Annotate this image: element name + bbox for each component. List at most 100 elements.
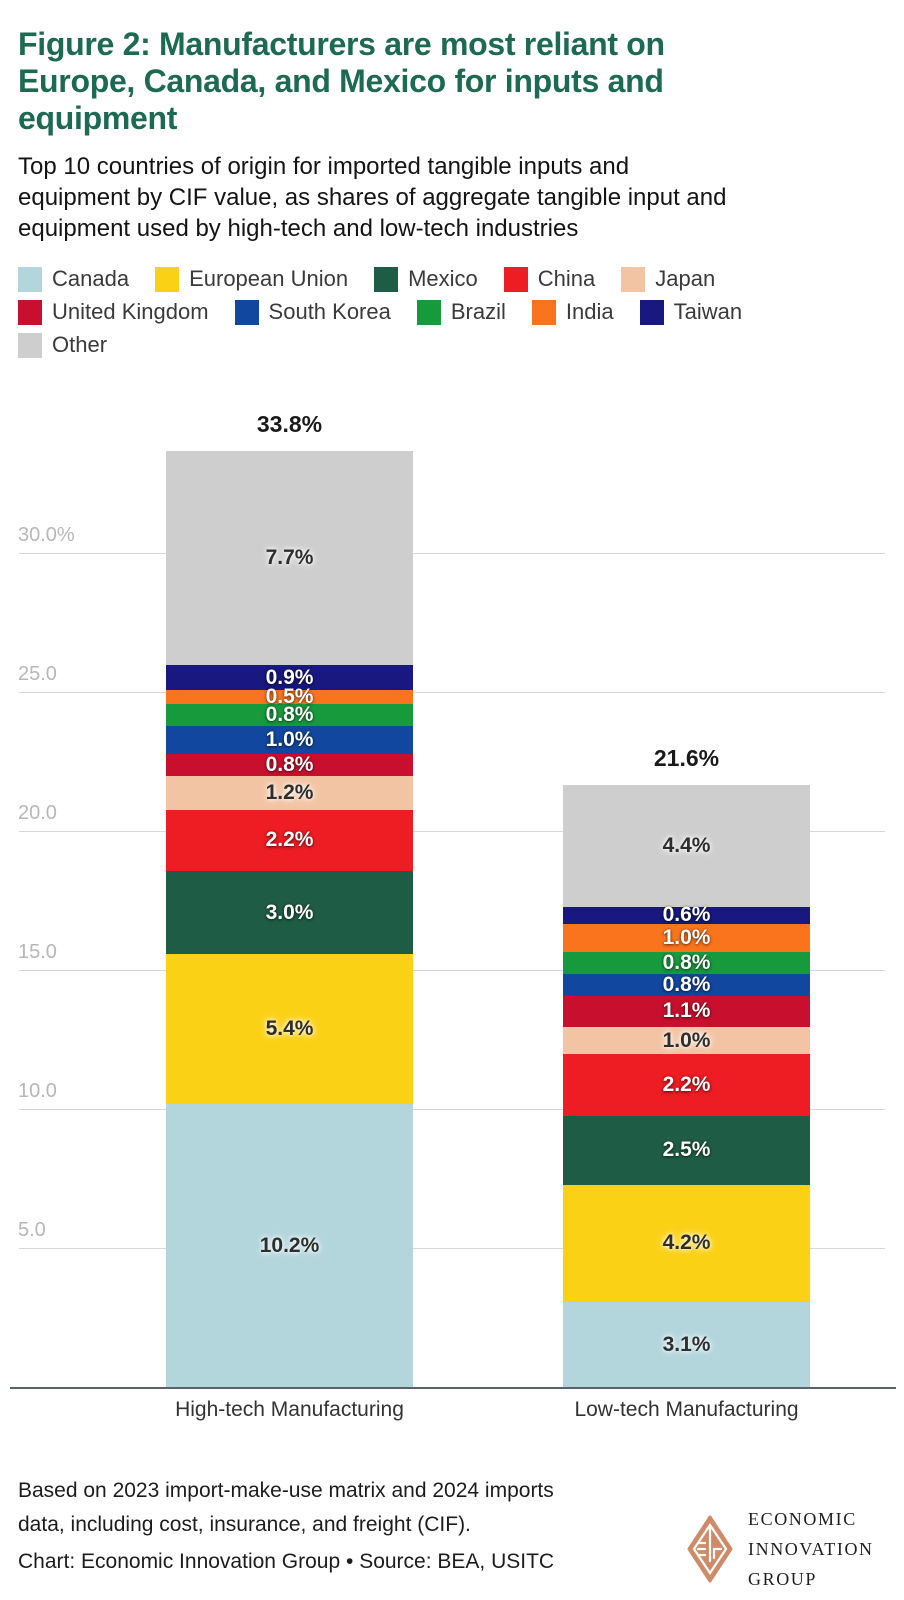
source-note-line: data, including cost, insurance, and fre… bbox=[18, 1513, 471, 1536]
bar-segment: 0.8% bbox=[166, 753, 413, 777]
legend-swatch bbox=[18, 299, 42, 325]
eig-logo-text-line: INNOVATION bbox=[748, 1539, 874, 1559]
legend-item: Canada bbox=[18, 266, 129, 292]
bar-segment: 5.4% bbox=[166, 954, 413, 1105]
bar-segment-value: 1.0% bbox=[662, 1028, 711, 1052]
legend-swatch bbox=[234, 299, 259, 325]
bar-segment-value: 0.8% bbox=[265, 703, 314, 727]
bar-segment-value: 0.8% bbox=[265, 753, 314, 777]
bar-segment-value: 1.0% bbox=[662, 925, 711, 949]
legend-label: India bbox=[565, 299, 614, 324]
legend-label: South Korea bbox=[268, 299, 391, 324]
bar-segment-value: 0.9% bbox=[265, 665, 314, 689]
y-axis-tick-label: 5.0 bbox=[18, 1219, 46, 1241]
legend-swatch bbox=[621, 266, 646, 292]
source-note: Based on 2023 import-make-use matrix and… bbox=[18, 1474, 554, 1542]
bar-segment: 1.0% bbox=[563, 1026, 810, 1055]
bar-segment: 0.8% bbox=[563, 972, 810, 997]
bar-segment-value: 4.4% bbox=[662, 833, 711, 857]
stacked-bar: 3.1% 4.2% 2.5% 2.2% 1.0% 1.1% 0.8% 0.8% 1.0% 0.6%… bbox=[563, 784, 810, 1388]
legend-row: Canada European Union Mexico China Japan bbox=[18, 266, 742, 292]
legend-label: United Kingdom bbox=[52, 299, 209, 324]
figure-subtitle-line: Top 10 countries of origin for imported … bbox=[18, 153, 630, 180]
y-axis-tick-label: 15.0 bbox=[18, 941, 57, 963]
y-axis-tick-label: 20.0 bbox=[18, 802, 57, 824]
gridline bbox=[19, 553, 885, 554]
legend-swatch bbox=[18, 266, 42, 292]
bar-segment-value: 3.0% bbox=[265, 900, 314, 924]
legend-swatch bbox=[374, 266, 399, 292]
bar-segment: 1.0% bbox=[563, 923, 810, 952]
legend-label: Taiwan bbox=[673, 299, 743, 324]
bar-segment: 0.5% bbox=[166, 685, 413, 708]
gridline bbox=[19, 1109, 885, 1110]
bar-segment-value: 7.7% bbox=[265, 546, 314, 570]
legend-label: Brazil bbox=[450, 299, 506, 324]
legend-swatch bbox=[155, 266, 180, 292]
gridline bbox=[19, 692, 885, 693]
stacked-bar: 10.2% 5.4% 3.0% 2.2% 1.2% 0.8% 1.0% 0.8% 0.5% 0.9… bbox=[166, 451, 413, 1388]
bar-segment: 1.2% bbox=[166, 776, 413, 810]
legend-item: Other bbox=[18, 332, 107, 358]
figure-title-line: equipment bbox=[18, 100, 178, 136]
bar-segment-value: 2.5% bbox=[662, 1138, 711, 1162]
gridline bbox=[19, 970, 885, 971]
gridline bbox=[19, 831, 885, 832]
legend-label: Japan bbox=[655, 266, 716, 291]
bar-segment: 10.2% bbox=[166, 1104, 413, 1388]
legend-label: Canada bbox=[52, 266, 130, 291]
figure-title-line: Europe, Canada, and Mexico for inputs an… bbox=[18, 63, 664, 99]
eig-logo-text-line: ECONOMIC bbox=[748, 1509, 857, 1529]
bar-segment-value: 5.4% bbox=[265, 1017, 314, 1041]
legend-item: European Union bbox=[155, 266, 348, 292]
legend-swatch bbox=[531, 299, 556, 325]
legend-swatch bbox=[416, 299, 441, 325]
bar-segment-value: 0.8% bbox=[662, 950, 711, 974]
bar-segment-value: 4.2% bbox=[662, 1231, 711, 1255]
legend-swatch bbox=[18, 332, 42, 358]
bar-segment: 2.2% bbox=[563, 1054, 810, 1116]
eig-diamond-icon bbox=[687, 1515, 733, 1583]
legend-row: Other bbox=[18, 332, 742, 358]
legend-item: Taiwan bbox=[639, 299, 743, 325]
legend-label: Other bbox=[52, 332, 108, 357]
bar-segment: 3.1% bbox=[563, 1301, 810, 1388]
legend-item: South Korea bbox=[234, 299, 391, 325]
x-axis-category-label: Low-tech Manufacturing bbox=[574, 1398, 799, 1421]
bar-total-label: 33.8% bbox=[256, 411, 323, 438]
bar-segment-value: 10.2% bbox=[259, 1234, 320, 1258]
chart-legend: Canada European Union Mexico China Japan Unit… bbox=[18, 266, 742, 358]
figure-subtitle-line: equipment used by high-tech and low-tech… bbox=[18, 215, 579, 242]
legend-item: United Kingdom bbox=[18, 299, 209, 325]
figure-subtitle: Top 10 countries of origin for imported … bbox=[18, 151, 878, 244]
legend-item: India bbox=[531, 299, 614, 325]
bar-segment: 3.0% bbox=[166, 870, 413, 955]
bar-segment: 2.5% bbox=[563, 1115, 810, 1186]
eig-logo: ECONOMIC INNOVATION GROUP bbox=[687, 1504, 874, 1594]
eig-logo-text-line: GROUP bbox=[748, 1569, 818, 1589]
legend-swatch bbox=[503, 266, 528, 292]
legend-label: European Union bbox=[189, 266, 349, 291]
source-note-line: Based on 2023 import-make-use matrix and… bbox=[18, 1479, 554, 1502]
legend-label: Mexico bbox=[408, 266, 478, 291]
bar-segment: 4.2% bbox=[563, 1185, 810, 1302]
bar-segment-value: 1.1% bbox=[662, 999, 711, 1023]
bar-segment-value: 0.8% bbox=[662, 972, 711, 996]
bar-segment-value: 2.2% bbox=[662, 1073, 711, 1096]
bar-segment: 0.6% bbox=[563, 903, 810, 926]
bar-segment-value: 2.2% bbox=[265, 828, 314, 852]
bar-segment-value: 1.2% bbox=[265, 781, 314, 805]
bar-segment: 1.0% bbox=[166, 726, 413, 755]
legend-item: Japan bbox=[621, 266, 715, 292]
bar-segment: 7.7% bbox=[166, 451, 413, 666]
figure-title-line: Figure 2: Manufacturers are most reliant… bbox=[18, 26, 665, 62]
legend-item: China bbox=[503, 266, 596, 292]
x-axis-line bbox=[10, 1387, 896, 1389]
bar-segment: 2.2% bbox=[166, 809, 413, 871]
bar-segment-value: 3.1% bbox=[662, 1332, 711, 1356]
legend-label: China bbox=[537, 266, 596, 291]
bar-total-label: 21.6% bbox=[653, 744, 720, 771]
legend-item: Mexico bbox=[374, 266, 478, 292]
x-axis-category-label: High-tech Manufacturing bbox=[175, 1398, 404, 1421]
bar-segment: 0.8% bbox=[563, 950, 810, 974]
